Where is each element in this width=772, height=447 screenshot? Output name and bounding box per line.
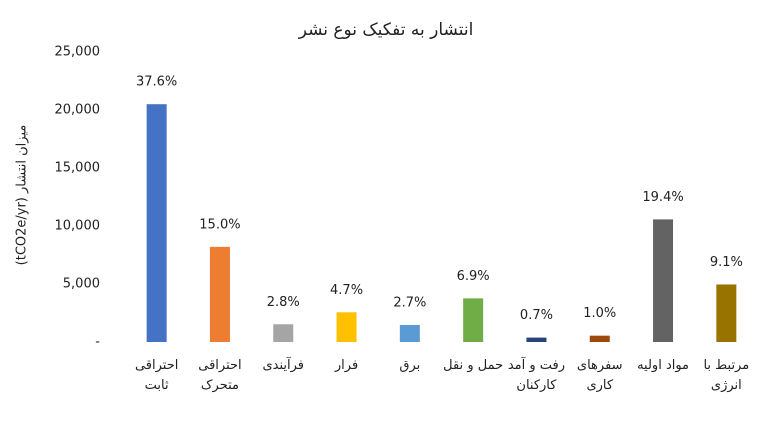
bar [716,284,737,342]
bar [463,298,484,342]
x-tick-label: مواد اولیه [637,358,690,373]
x-tick-label: احتراقی ثابت [134,358,179,393]
y-tick-label: 15,000 [55,161,101,176]
y-tick-label: 20,000 [55,103,101,118]
x-tick-label: فرار [334,358,359,373]
data-label: 15.0% [199,217,240,232]
y-axis-label: میزان انتشار (tCO2e/yr) [15,125,30,266]
bar [336,312,357,342]
x-tick-label: رفت و آمد کارکنان [507,358,566,393]
bar [589,335,610,342]
data-label: 2.7% [393,295,426,310]
bar [146,104,167,342]
data-label: 4.7% [330,283,363,298]
bar [209,246,230,342]
y-tick-label: 10,000 [55,219,101,234]
data-label: 2.8% [267,295,300,310]
y-tick-label: - [95,335,100,350]
data-label: 19.4% [642,190,683,205]
bar [526,337,547,342]
data-label: 37.6% [136,75,177,90]
x-tick-label: مرتبط با انرژی [703,358,750,393]
bar [399,324,420,342]
data-label: 6.9% [457,269,490,284]
x-tick-label: برق [399,358,421,373]
x-tick-label: سفرهای کاری [576,358,623,393]
y-tick-label: 25,000 [55,45,101,60]
y-tick-label: 5,000 [63,277,100,292]
chart-title: انتشار به تفکیک نوع نشر [298,20,474,40]
data-label: 1.0% [583,306,616,321]
x-tick-label: حمل و نقل [443,358,504,373]
bar [273,324,294,342]
x-tick-label: احتراقی متحرک [198,358,242,393]
x-tick-label: فرآیندی [262,358,305,373]
data-label: 9.1% [710,255,743,270]
bar [653,219,674,342]
data-label: 0.7% [520,308,553,323]
